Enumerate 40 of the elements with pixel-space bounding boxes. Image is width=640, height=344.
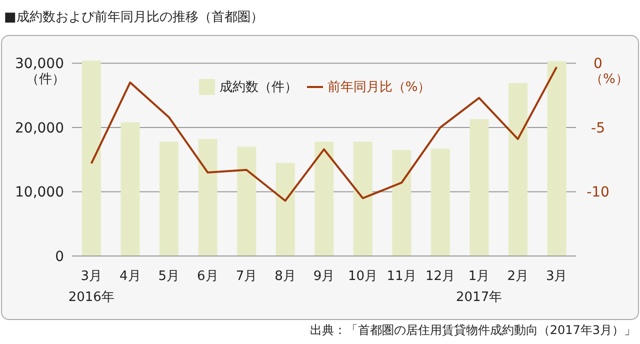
x-tick-label: 6月 [197,269,218,284]
x-tick-label: 11月 [386,269,416,284]
bar [392,150,412,256]
x-tick-label: 5月 [158,269,180,284]
y2-tick-label: 0 [594,56,602,72]
y2-tick-label: -5 [591,120,605,136]
bar [547,61,566,256]
bar [353,142,372,256]
y-tick-label: 10,000 [15,184,64,201]
legend-label: 成約数（件） [219,80,298,95]
source-note: 出典：「首都圏の居住用賃貸物件成約動向（2017年3月）」 [310,322,636,339]
bar [508,83,528,256]
x-tick-label: 9月 [313,269,335,284]
x-tick-label: 2月 [507,269,528,284]
x-tick-label: 1月 2017年 [456,269,502,305]
legend-label: 前年同月比（%） [327,80,431,95]
bar [470,119,489,256]
bar [237,146,256,256]
bar [82,60,101,256]
bar [160,142,179,256]
bar [314,142,334,256]
y-tick-label: 0 [55,248,64,265]
y-axis-title: （件） [26,71,65,88]
y2-axis-title: （%） [590,71,628,88]
chart-title: ■成約数および前年同月比の推移（首都圏） [4,9,264,26]
bar [430,148,450,256]
y-tick-label: 20,000 [15,120,64,136]
y-tick-label: 30,000 [15,56,64,72]
y2-tick-label: -10 [586,184,610,201]
x-tick-label: 7月 [236,269,258,284]
x-tick-label: 4月 [120,269,141,284]
x-tick-label: 12月 [426,269,456,284]
line-series [90,66,558,202]
bar [276,162,295,256]
x-tick-label: 8月 [274,269,296,284]
x-tick-label: 3月 [546,269,568,284]
bar [198,139,218,256]
bar [120,122,140,256]
x-tick-label: 10月 [348,269,378,284]
x-tick-label: 3月 2016年 [68,269,114,305]
